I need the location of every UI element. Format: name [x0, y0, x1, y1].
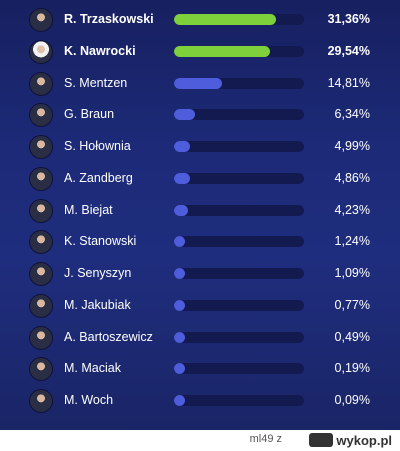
candidate-avatar	[29, 166, 53, 191]
candidate-row: M. Maciak 0,19%	[0, 353, 400, 385]
value-label: 4,86%	[334, 170, 370, 185]
value-label: 0,19%	[334, 361, 370, 376]
candidate-row: M. Biejat 4,23%	[0, 195, 400, 227]
footer-user: ml49 z	[249, 433, 282, 445]
bar	[174, 299, 185, 311]
bar-track	[174, 77, 304, 89]
candidate-name: A. Bartoszewicz	[64, 329, 153, 344]
candidate-name: J. Senyszyn	[64, 266, 132, 280]
candidate-name: S. Mentzen	[64, 75, 128, 90]
value-label: 4,99%	[334, 139, 370, 153]
bar	[174, 331, 185, 343]
candidate-avatar	[29, 389, 53, 413]
bar	[174, 14, 276, 25]
candidate-name: G. Braun	[64, 107, 115, 122]
candidate-avatar	[29, 135, 53, 159]
candidate-avatar	[29, 230, 53, 255]
candidate-row: K. Nawrocki 29,54%	[0, 36, 400, 68]
bar	[174, 172, 190, 184]
bar	[174, 395, 185, 406]
bar	[174, 363, 185, 375]
candidate-row: S. Mentzen 14,81%	[0, 68, 400, 100]
candidate-row: A. Zandberg 4,86%	[0, 163, 400, 195]
wykop-logo-text: wykop.pl	[336, 432, 392, 448]
bar	[174, 141, 191, 152]
candidate-name: S. Hołownia	[64, 139, 131, 153]
wykop-logo: wykop.pl	[309, 432, 392, 448]
candidate-name: K. Nawrocki	[64, 43, 136, 58]
bar-track	[174, 109, 304, 121]
value-label: 4,23%	[334, 202, 370, 217]
bar	[174, 77, 223, 89]
bar-track	[174, 268, 304, 279]
candidate-name: M. Biejat	[64, 202, 113, 217]
value-label: 29,54%	[327, 43, 370, 58]
candidate-row: A. Bartoszewicz 0,49%	[0, 322, 400, 354]
candidate-row: J. Senyszyn 1,09%	[0, 258, 400, 290]
bar	[174, 109, 195, 121]
bar-track	[174, 395, 304, 406]
candidate-name: M. Woch	[64, 393, 114, 407]
candidate-avatar	[29, 39, 53, 64]
candidate-avatar	[29, 325, 53, 350]
candidate-avatar	[29, 8, 53, 32]
value-label: 0,09%	[334, 393, 370, 407]
bar	[174, 236, 185, 248]
bar-track	[174, 331, 304, 343]
candidate-name: K. Stanowski	[64, 234, 137, 249]
candidate-row: K. Stanowski 1,24%	[0, 226, 400, 258]
value-label: 14,81%	[327, 75, 370, 90]
candidate-row: S. Hołownia 4,99%	[0, 131, 400, 163]
candidate-avatar	[29, 71, 53, 96]
bar	[174, 204, 188, 216]
bar-track	[174, 204, 304, 216]
candidate-avatar	[29, 262, 53, 286]
candidate-name: M. Maciak	[64, 361, 121, 376]
candidate-row: M. Woch 0,09%	[0, 385, 400, 417]
candidate-avatar	[29, 103, 53, 128]
watermark-footer: ml49 z wykop.pl	[0, 430, 400, 451]
candidate-name: R. Trzaskowski	[64, 12, 154, 26]
candidate-avatar	[29, 357, 53, 382]
bar	[174, 268, 185, 279]
value-label: 1,09%	[334, 266, 370, 280]
candidate-avatar	[29, 198, 53, 223]
value-label: 6,34%	[334, 107, 370, 122]
candidate-avatar	[29, 293, 53, 318]
bar-track	[174, 363, 304, 375]
value-label: 31,36%	[327, 12, 370, 26]
candidate-row: G. Braun 6,34%	[0, 99, 400, 131]
bar-track	[174, 172, 304, 184]
wykop-logo-icon	[309, 433, 334, 447]
candidate-row: R. Trzaskowski 31,36%	[0, 4, 400, 36]
candidate-name: M. Jakubiak	[64, 297, 131, 312]
value-label: 1,24%	[334, 234, 370, 249]
bar-track	[174, 14, 304, 25]
value-label: 0,77%	[334, 297, 370, 312]
bar	[174, 45, 270, 57]
candidate-name: A. Zandberg	[64, 170, 133, 185]
value-label: 0,49%	[334, 329, 370, 344]
bar-track	[174, 236, 304, 248]
results-chart: R. Trzaskowski 31,36% K. Nawrocki 29,54% S. …	[0, 0, 400, 430]
bar-track	[174, 141, 304, 152]
bar-track	[174, 45, 304, 57]
bar-track	[174, 299, 304, 311]
candidate-row: M. Jakubiak 0,77%	[0, 290, 400, 322]
